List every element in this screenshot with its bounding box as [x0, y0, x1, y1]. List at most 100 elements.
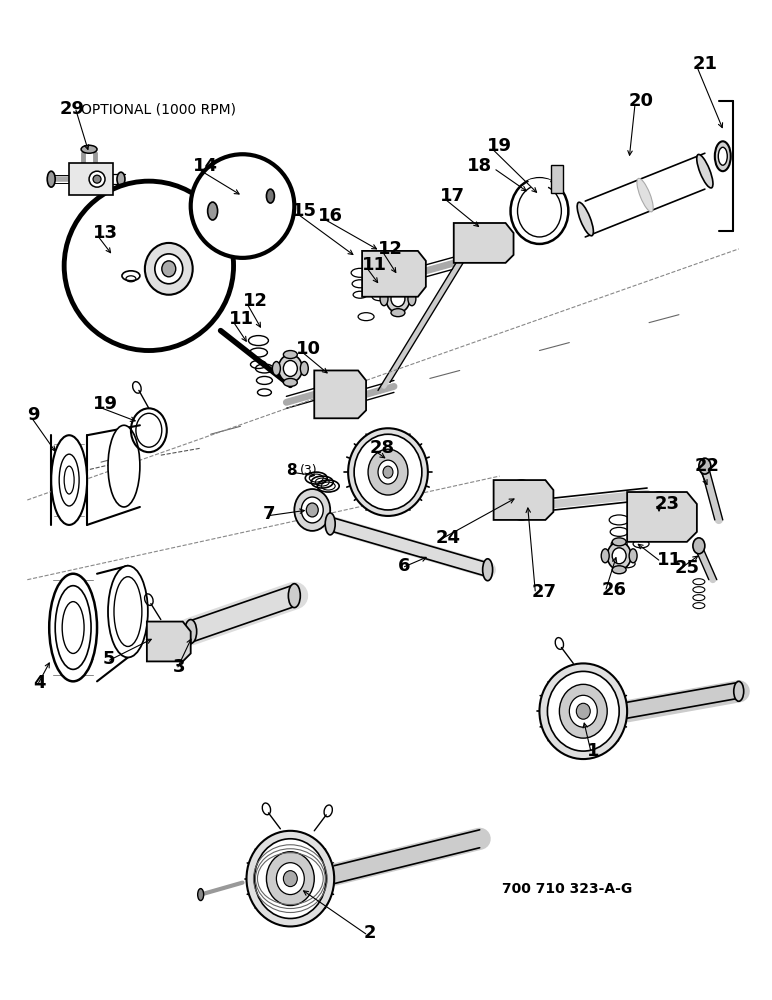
- Ellipse shape: [391, 291, 405, 307]
- Polygon shape: [454, 223, 513, 263]
- Ellipse shape: [163, 637, 171, 646]
- Text: 6: 6: [398, 557, 411, 575]
- Ellipse shape: [198, 889, 204, 901]
- Ellipse shape: [51, 435, 87, 525]
- Ellipse shape: [208, 202, 218, 220]
- Text: 27: 27: [531, 583, 557, 601]
- Text: 26: 26: [601, 581, 626, 599]
- Circle shape: [89, 171, 105, 187]
- Ellipse shape: [378, 460, 398, 484]
- Ellipse shape: [49, 574, 97, 681]
- Ellipse shape: [693, 538, 705, 554]
- Ellipse shape: [386, 285, 410, 313]
- Ellipse shape: [266, 189, 274, 203]
- Ellipse shape: [577, 703, 591, 719]
- Polygon shape: [362, 251, 426, 297]
- Text: (3): (3): [300, 464, 318, 477]
- Ellipse shape: [387, 267, 397, 279]
- Text: 13: 13: [93, 224, 118, 242]
- Text: 20: 20: [629, 92, 654, 110]
- Ellipse shape: [478, 238, 486, 248]
- Ellipse shape: [108, 425, 140, 507]
- Ellipse shape: [330, 384, 346, 404]
- Ellipse shape: [505, 480, 538, 520]
- Text: 15: 15: [293, 202, 317, 220]
- Text: 19: 19: [93, 395, 118, 413]
- Wedge shape: [528, 178, 550, 193]
- Ellipse shape: [153, 626, 181, 657]
- Text: 28: 28: [370, 439, 395, 457]
- Polygon shape: [314, 370, 366, 418]
- Text: 24: 24: [436, 529, 461, 547]
- Ellipse shape: [306, 503, 318, 517]
- Ellipse shape: [540, 663, 627, 759]
- Text: 10: 10: [296, 340, 321, 358]
- Text: 4: 4: [33, 674, 46, 692]
- Ellipse shape: [646, 501, 672, 531]
- Ellipse shape: [108, 566, 148, 657]
- Ellipse shape: [381, 260, 403, 286]
- Ellipse shape: [273, 362, 280, 375]
- Ellipse shape: [577, 202, 594, 236]
- Text: 17: 17: [440, 187, 465, 205]
- Ellipse shape: [465, 224, 499, 262]
- Ellipse shape: [145, 243, 193, 295]
- Ellipse shape: [612, 548, 626, 564]
- Ellipse shape: [601, 549, 609, 563]
- Ellipse shape: [334, 389, 342, 399]
- Ellipse shape: [517, 495, 526, 505]
- Ellipse shape: [117, 172, 125, 186]
- Text: 12: 12: [242, 292, 268, 310]
- Ellipse shape: [715, 141, 731, 171]
- Text: 1: 1: [587, 742, 600, 760]
- Text: 11: 11: [362, 256, 387, 274]
- Text: 8: 8: [286, 463, 297, 478]
- Ellipse shape: [283, 361, 297, 376]
- Circle shape: [93, 175, 101, 183]
- Ellipse shape: [354, 434, 422, 510]
- Text: 21: 21: [693, 55, 718, 73]
- Text: 23: 23: [655, 495, 680, 513]
- Ellipse shape: [283, 378, 297, 386]
- Bar: [69, 163, 113, 195]
- Ellipse shape: [560, 684, 608, 738]
- Ellipse shape: [47, 171, 55, 187]
- Polygon shape: [627, 492, 697, 542]
- Text: 5: 5: [103, 650, 116, 668]
- Ellipse shape: [612, 566, 626, 574]
- Text: 29: 29: [59, 100, 84, 118]
- Ellipse shape: [159, 633, 174, 650]
- Ellipse shape: [276, 863, 304, 895]
- Ellipse shape: [380, 292, 388, 306]
- Ellipse shape: [653, 509, 665, 523]
- Ellipse shape: [697, 154, 713, 188]
- Polygon shape: [147, 622, 191, 661]
- Ellipse shape: [513, 489, 530, 511]
- Ellipse shape: [301, 497, 323, 523]
- Ellipse shape: [323, 376, 353, 412]
- Ellipse shape: [547, 671, 619, 751]
- Ellipse shape: [81, 145, 97, 153]
- Text: 2: 2: [364, 924, 377, 942]
- Ellipse shape: [246, 831, 334, 926]
- Ellipse shape: [266, 852, 314, 906]
- Ellipse shape: [383, 466, 393, 478]
- Text: 19: 19: [486, 137, 512, 155]
- Ellipse shape: [373, 252, 411, 294]
- Text: 22: 22: [695, 457, 720, 475]
- Ellipse shape: [155, 254, 183, 284]
- Ellipse shape: [368, 449, 408, 495]
- Text: 12: 12: [378, 240, 403, 258]
- Ellipse shape: [162, 261, 176, 277]
- Ellipse shape: [408, 292, 416, 306]
- Ellipse shape: [289, 584, 300, 608]
- Ellipse shape: [283, 351, 297, 359]
- Ellipse shape: [391, 309, 405, 317]
- Text: OPTIONAL (1000 RPM): OPTIONAL (1000 RPM): [81, 102, 236, 116]
- Ellipse shape: [637, 178, 653, 212]
- Text: 25: 25: [675, 559, 700, 577]
- Ellipse shape: [300, 362, 308, 375]
- Text: 18: 18: [467, 157, 492, 175]
- Ellipse shape: [699, 458, 711, 474]
- Ellipse shape: [279, 355, 303, 382]
